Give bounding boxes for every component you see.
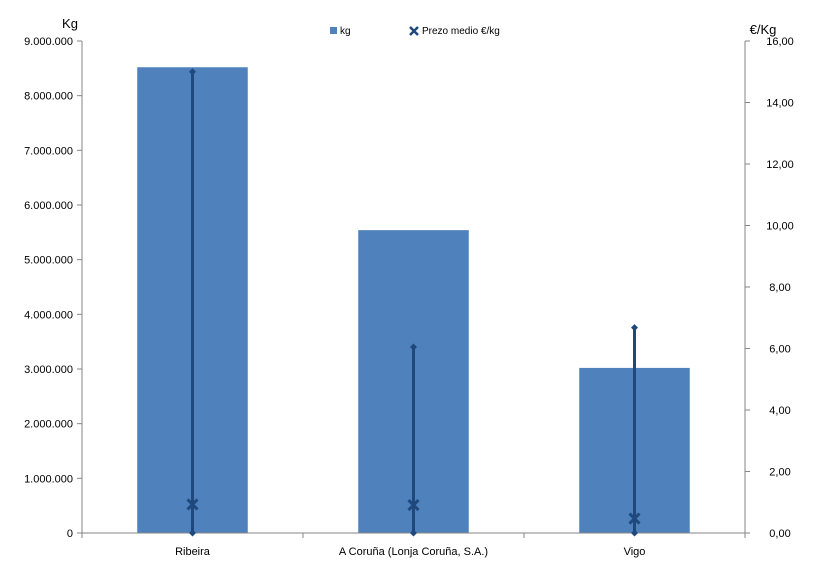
left-tick-label-1: 1.000.000 [24,473,73,485]
x-tick-label-3: Vigo [624,546,646,558]
x-tick-label-2: A Coruña (Lonja Coruña, S.A.) [339,546,488,558]
price-marker-2 [407,498,420,512]
price-marker-1 [186,498,199,511]
legend-marker-price [409,26,419,36]
range-low-marker-3 [631,529,638,537]
left-tick-label-8: 8.000.000 [24,91,73,103]
range-high-marker-2 [410,343,417,351]
left-tick-label-3: 3.000.000 [24,364,73,376]
right-tick-label-8: 16,00 [766,36,794,48]
left-tick-label-0: 0 [67,528,73,540]
legend-swatch-kg [330,27,337,34]
left-tick-label-9: 9.000.000 [24,36,73,48]
left-tick-label-5: 5.000.000 [24,255,73,267]
right-tick-label-1: 2,00 [769,467,790,479]
range-high-marker-1 [189,68,196,76]
range-low-marker-2 [410,529,417,537]
legend-label-price: Prezo medio €/kg [422,26,500,37]
right-tick-label-2: 4,00 [769,405,790,417]
right-tick-label-6: 12,00 [766,159,794,171]
left-tick-label-4: 4.000.000 [24,309,73,321]
right-tick-label-5: 10,00 [766,221,794,233]
left-tick-label-2: 2.000.000 [24,419,73,431]
right-axis-title: €/Kg [750,22,777,37]
left-axis-title: Kg [62,16,78,31]
range-high-marker-3 [631,324,638,332]
range-low-marker-1 [189,529,196,537]
right-tick-label-0: 0,00 [769,528,790,540]
right-tick-label-7: 14,00 [766,98,794,110]
right-tick-label-3: 6,00 [769,344,790,356]
legend-label-kg: kg [340,26,351,37]
x-tick-label-1: Ribeira [175,546,211,558]
left-tick-label-7: 7.000.000 [24,145,73,157]
price-marker-3 [628,512,641,525]
left-tick-label-6: 6.000.000 [24,200,73,212]
right-tick-label-4: 8,00 [769,282,790,294]
